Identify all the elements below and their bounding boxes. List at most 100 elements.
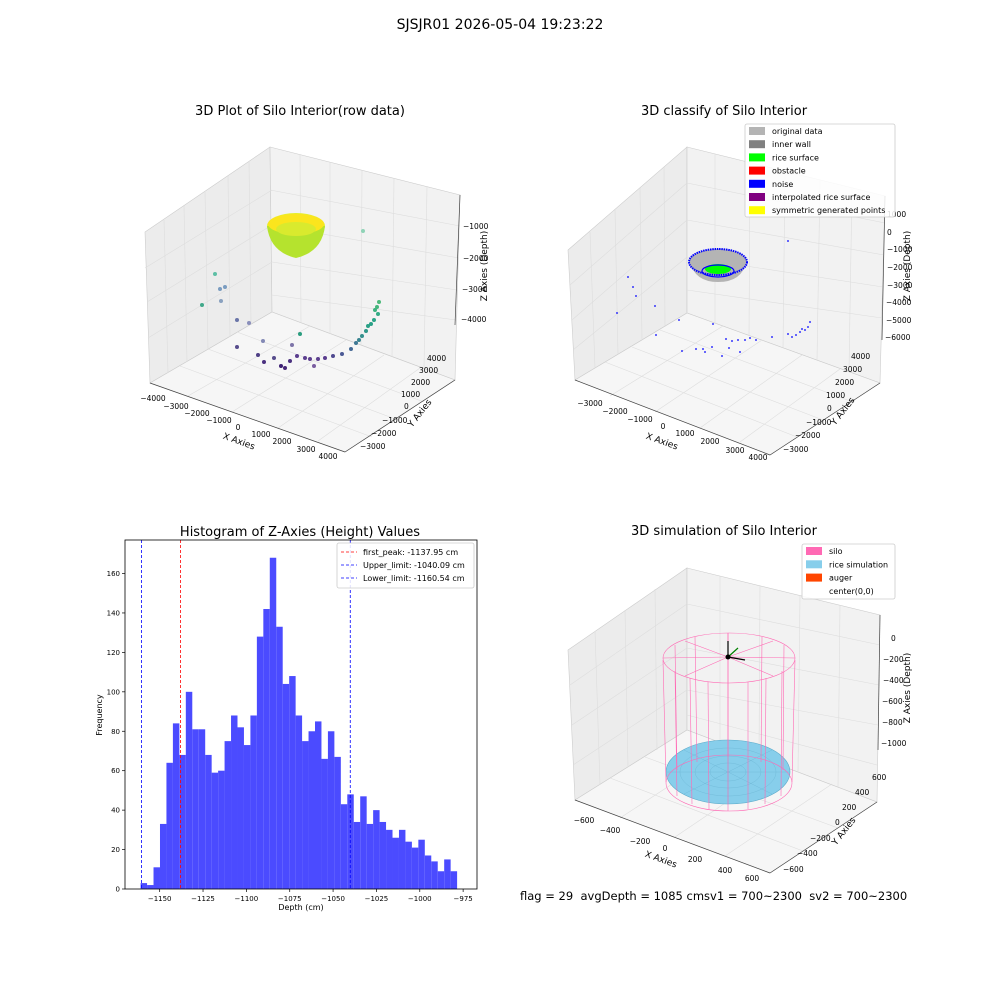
simulation-z-tick: −600: [882, 697, 903, 706]
histogram-axes-frame: [124, 539, 478, 890]
simulation-legend-label: silo: [829, 547, 843, 556]
histogram-x-tick-label: −1000: [408, 895, 432, 903]
classify-z-axis-line: [881, 195, 886, 341]
classify-legend-swatch: [749, 140, 765, 149]
raw-point: [360, 334, 364, 338]
simulation-x-tick: −400: [600, 826, 621, 835]
classify-z-tick: 1000: [887, 210, 906, 219]
histogram-bar: [437, 871, 445, 889]
classify-legend-label: rice surface: [772, 153, 819, 162]
histogram-legend-label: Lower_limit: -1160.54 cm: [363, 574, 465, 583]
histogram-bar: [411, 847, 419, 889]
raw-y-tick: 1000: [401, 390, 420, 399]
silo-wireframe: [662, 632, 796, 812]
histogram-legend-label: first_peak: -1137.95 cm: [363, 548, 458, 557]
histogram-bar: [263, 609, 270, 889]
classify-z-tick: −2000: [887, 263, 913, 272]
raw-x-tick: −3000: [163, 402, 189, 411]
histogram-bar: [340, 804, 348, 889]
simulation-y-tick: 200: [842, 803, 857, 812]
histogram-x-tick-label: −1125: [191, 895, 215, 903]
raw-y-tick: −2000: [371, 429, 397, 438]
raw-bowl-body: [267, 226, 325, 258]
classify-noise-ring: [688, 248, 748, 276]
raw-point: [261, 339, 265, 343]
simulation-legend-swatch: [806, 573, 822, 582]
histogram-y-label: Frequency: [95, 694, 104, 736]
raw-y-tick: 0: [404, 402, 409, 411]
classify-y-tick: 2000: [835, 378, 854, 387]
histogram-bar: [224, 741, 232, 889]
histogram-legend-label: Upper_limit: -1040.09 cm: [363, 561, 465, 570]
classify-x-tick: −1000: [627, 415, 653, 424]
histogram-bar: [218, 770, 225, 889]
histogram-bar: [276, 626, 283, 889]
histogram-bar: [231, 715, 238, 889]
raw-z-tick: −3000: [462, 285, 488, 294]
classify-legend-swatch: [749, 127, 765, 135]
raw-point: [298, 332, 302, 336]
classify-noise-points: [616, 240, 811, 357]
histogram-y-ticks: 0 20 40 60 80 100 120 140 160: [107, 570, 125, 894]
raw-point: [361, 229, 365, 233]
histogram-bar: [386, 829, 393, 889]
simulation-legend-label: center(0,0): [829, 587, 874, 596]
histogram-bar: [418, 839, 425, 889]
raw-z-tick: −2000: [463, 254, 489, 263]
classify-z-tick: −5000: [886, 316, 912, 325]
raw-x-tick: 0: [236, 423, 241, 432]
histogram-x-tick-label: −1050: [321, 895, 345, 903]
classify-x-tick: 0: [661, 422, 666, 431]
raw-point: [200, 303, 204, 307]
histogram-bar: [392, 837, 399, 889]
simulation-z-tick: −200: [883, 655, 904, 664]
classify-x-tick: 4000: [748, 453, 767, 462]
classify-z-tick: −1000: [887, 245, 913, 254]
raw-point: [235, 345, 239, 349]
raw-point: [375, 305, 379, 309]
histogram-bar: [450, 871, 458, 889]
classify-legend-swatch: [749, 206, 765, 215]
histogram-bar: [334, 756, 341, 889]
histogram-bar: [431, 861, 438, 889]
simulation-x-tick: 200: [688, 855, 703, 864]
raw-bowl-inner: [276, 222, 316, 236]
simulation-z-axis-label: Z Axies (Depth): [903, 653, 913, 724]
raw-point: [223, 285, 227, 289]
histogram-bar: [205, 754, 212, 889]
histogram-y-tick-label: 0: [116, 886, 120, 894]
raw-plot-title: 3D Plot of Silo Interior(row data): [195, 104, 405, 119]
raw-x-tick: 2000: [272, 437, 291, 446]
raw-point: [357, 338, 361, 342]
histogram-bar: [398, 829, 406, 889]
simulation-y-tick: 0: [835, 818, 840, 827]
raw-point: [219, 299, 223, 303]
histogram-y-tick-label: 80: [111, 728, 120, 736]
histogram-chart: Histogram of Z-Axies (Height) Values −11…: [95, 525, 478, 912]
histogram-bar: [327, 731, 335, 889]
histogram-bar: [243, 745, 251, 889]
raw-point: [303, 356, 307, 360]
raw-scatter-points: [200, 229, 381, 370]
simulation-x-tick: 0: [663, 844, 668, 853]
raw-x-tick: −1000: [206, 416, 232, 425]
classify-x-tick: 2000: [700, 437, 719, 446]
histogram-bar: [282, 683, 290, 889]
histogram-bar: [159, 823, 167, 889]
classify-y-tick: 0: [827, 404, 832, 413]
histogram-y-tick-label: 120: [107, 649, 120, 657]
simulation-x-tick: −200: [630, 837, 651, 846]
classify-z-axis-label: Z Axies (Depth): [903, 231, 913, 302]
histogram-bar: [353, 821, 361, 889]
histogram-y-tick-label: 40: [111, 807, 120, 815]
histogram-bar: [192, 729, 199, 889]
histogram-bar: [302, 741, 309, 889]
histogram-bar: [269, 557, 277, 889]
classify-legend-label: interpolated rice surface: [772, 193, 870, 202]
classify-legend-label: original data: [772, 127, 823, 136]
histogram-bar: [295, 715, 303, 889]
raw-point: [235, 318, 239, 322]
raw-point: [256, 353, 260, 357]
simulation-3d-plot: −600 −400 −200 0 200 400 600 X Axies −60…: [567, 543, 913, 883]
classify-legend-swatch: [749, 193, 765, 201]
